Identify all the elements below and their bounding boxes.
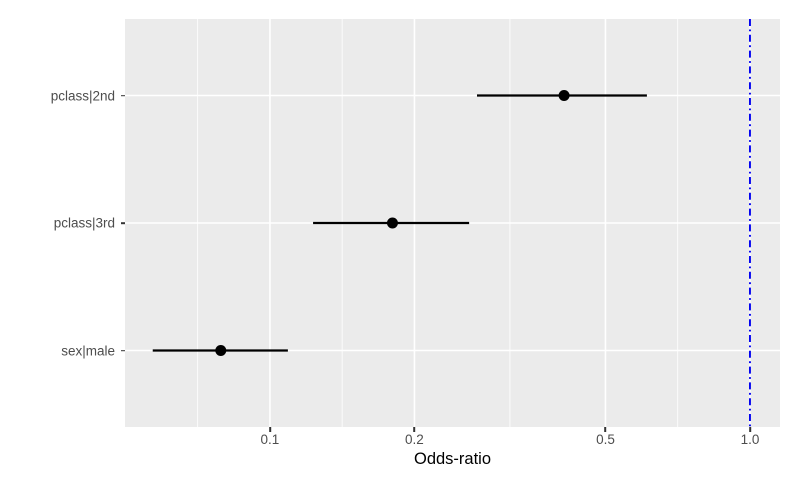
point-marker xyxy=(558,90,570,101)
x-axis-tick-label: 0.5 xyxy=(596,432,615,447)
x-axis-tick xyxy=(604,427,607,432)
y-axis-label: pclass|2nd xyxy=(50,88,115,103)
point-marker xyxy=(386,217,398,229)
x-axis-tick xyxy=(413,427,416,432)
y-axis-tick xyxy=(120,222,125,224)
x-axis-tick-label: 0.1 xyxy=(260,432,280,447)
x-axis-title: Odds-ratio xyxy=(413,450,492,468)
x-axis-tick-label: 0.2 xyxy=(405,432,424,447)
point-marker xyxy=(215,345,227,356)
plot-panel xyxy=(125,19,780,427)
x-axis-tick xyxy=(269,427,271,432)
y-axis-label: pclass|3rd xyxy=(53,215,115,231)
y-axis-tick xyxy=(120,94,125,97)
y-axis-label: sex|male xyxy=(61,343,115,358)
y-axis-tick xyxy=(120,349,125,352)
plot-canvas xyxy=(125,19,780,427)
x-axis-tick xyxy=(749,427,751,432)
x-axis-tick-label: 1.0 xyxy=(740,432,760,447)
